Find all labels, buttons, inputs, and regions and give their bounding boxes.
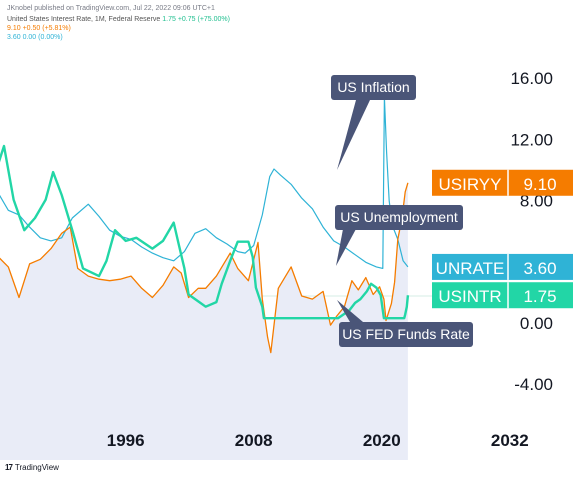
series-layer: [0, 96, 410, 354]
y-tick-label: 16.00: [510, 69, 553, 88]
legend-fed-value: 1.75: [162, 16, 176, 23]
annotation-unrate-box: [335, 205, 463, 230]
publisher-line: JKnobel published on TradingView.com, Ju…: [7, 5, 215, 12]
badge-unemployment-bg: [432, 253, 573, 280]
badge-fed-bg: [432, 282, 573, 309]
area-fill-layer: [0, 182, 408, 460]
legend-line-fed: United States Interest Rate, 1M, Federal…: [7, 15, 230, 24]
legend-inflation-value: 9.10: [7, 25, 21, 32]
badge-inflation-value: 9.10: [523, 175, 556, 194]
x-tick-label: 2020: [363, 431, 401, 450]
annotation-usiryy-label: US Inflation: [337, 79, 409, 95]
x-tick-label: 2008: [235, 431, 273, 450]
y-axis: 16.00 12.00 8.00 0.00 -4.00: [510, 69, 553, 394]
x-axis: 1996 2008 2020 2032: [107, 431, 529, 450]
legend-inflation-change: +0.50 (+5.81%): [22, 25, 71, 32]
y-tick-label: -4.00: [514, 375, 553, 394]
footer-brand: 17 TradingView: [5, 463, 59, 472]
annotation-usiryy-pointer: [337, 100, 370, 170]
legend-line-inflation: 9.10 +0.50 (+5.81%): [7, 24, 230, 33]
y-tick-label: 8.00: [520, 192, 553, 211]
legend-unemployment-value: 3.60: [7, 34, 21, 41]
unemployment-line: [0, 96, 409, 269]
legend-header: JKnobel published on TradingView.com, Ju…: [7, 4, 230, 42]
annotation-usintr-pointer: [337, 300, 363, 322]
footer-brand-label: TradingView: [14, 463, 59, 472]
annotations-layer: US Inflation US Unemployment US FED Funds …: [331, 75, 473, 347]
annotation-usiryy-box: [331, 75, 416, 100]
fed-funds-line: [0, 144, 410, 320]
y-tick-label: 0.00: [520, 314, 553, 333]
badge-unemployment-value: 3.60: [523, 259, 556, 278]
annotation-usintr-box: [339, 322, 473, 347]
annotation-unrate-label: US Unemployment: [340, 209, 458, 225]
badge-fed-label: USINTR: [438, 287, 501, 306]
legend-fed-name: United States Interest Rate, 1M, Federal…: [7, 16, 161, 23]
badge-inflation-bg: [432, 169, 573, 196]
price-badges: USIRYY 9.10 UNRATE 3.60 USINTR 1.75: [432, 169, 573, 309]
y-tick-label: 12.00: [510, 130, 553, 149]
badge-unemployment-label: UNRATE: [436, 259, 505, 278]
badge-inflation-label: USIRYY: [439, 175, 502, 194]
legend-fed-change: +0.75 (+75.00%): [177, 16, 230, 23]
legend-unemployment-change: 0.00 (0.00%): [22, 34, 63, 41]
annotation-usintr-label: US FED Funds Rate: [342, 326, 470, 342]
x-tick-label: 1996: [107, 431, 145, 450]
annotation-unrate-pointer: [336, 229, 356, 266]
badge-fed-value: 1.75: [523, 287, 556, 306]
tradingview-logo-icon: 17: [5, 463, 13, 472]
inflation-area-fill: [0, 182, 408, 460]
x-tick-label: 2032: [491, 431, 529, 450]
legend-line-unemployment: 3.60 0.00 (0.00%): [7, 33, 230, 42]
